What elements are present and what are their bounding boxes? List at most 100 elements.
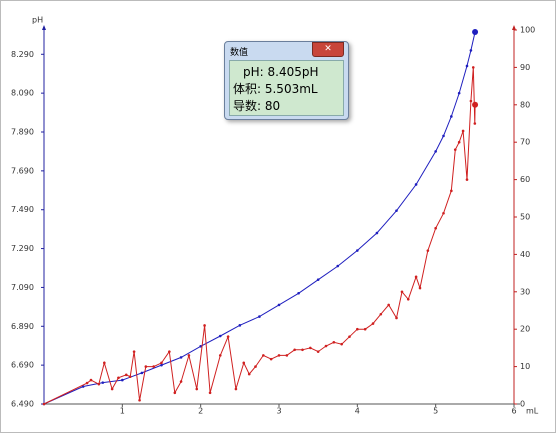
data-point	[471, 66, 475, 69]
data-point	[395, 316, 398, 320]
y2-tick-label: 10	[520, 362, 530, 371]
data-point	[140, 371, 144, 375]
data-point	[301, 348, 304, 352]
value-dialog[interactable]: 数值 ✕ pH: 8.405pH 体积: 5.503mL 导数: 80	[224, 41, 349, 120]
y2-tick-label: 80	[520, 100, 530, 109]
data-point	[297, 291, 300, 295]
data-point	[85, 381, 89, 385]
data-point	[277, 303, 281, 307]
data-point	[199, 344, 202, 348]
data-point	[414, 183, 418, 186]
data-point	[309, 346, 312, 350]
data-point	[258, 315, 261, 318]
data-point	[238, 324, 242, 327]
data-point	[187, 354, 191, 357]
data-point	[363, 327, 367, 331]
y-tick-label: 7.090	[11, 283, 34, 292]
data-point	[375, 231, 379, 235]
data-point	[316, 278, 320, 281]
data-point	[450, 189, 453, 193]
data-point	[406, 297, 410, 301]
data-point	[461, 129, 465, 133]
data-point	[426, 249, 430, 252]
y-tick-label: 7.690	[11, 166, 34, 175]
y2-tick-label: 60	[520, 175, 530, 184]
x-tick-label: 3	[276, 407, 281, 416]
dialog-body: pH: 8.405pH 体积: 5.503mL 导数: 80	[229, 60, 344, 116]
data-point	[101, 381, 105, 384]
data-point	[254, 365, 257, 368]
x-tick-label: 2	[198, 407, 203, 416]
x-tick-label: 5	[433, 407, 438, 416]
y-tick-label: 6.490	[11, 400, 34, 409]
data-point	[218, 334, 222, 338]
data-point	[356, 327, 359, 331]
y-axis-label: pH	[32, 16, 43, 25]
y-tick-label: 7.890	[11, 128, 34, 137]
data-point	[234, 387, 238, 391]
data-point	[168, 350, 171, 353]
data-point	[434, 226, 437, 230]
data-point	[138, 398, 141, 402]
y2-tick-label: 0	[520, 400, 525, 409]
data-point	[414, 275, 418, 279]
data-point	[110, 387, 114, 391]
data-point	[218, 354, 222, 357]
data-point	[285, 354, 289, 357]
data-point	[144, 365, 148, 368]
data-point	[472, 28, 479, 35]
y-tick-label: 6.890	[11, 322, 34, 331]
y2-tick-label: 30	[520, 287, 530, 296]
data-point	[356, 249, 359, 252]
data-point	[418, 286, 422, 290]
data-point	[395, 209, 398, 212]
y-tick-label: 7.490	[11, 205, 34, 214]
y2-tick-label: 100	[520, 26, 535, 35]
data-point	[348, 335, 351, 338]
data-point	[277, 354, 281, 357]
data-point	[316, 350, 320, 353]
data-point	[465, 64, 469, 68]
data-point	[371, 322, 375, 325]
data-point	[124, 373, 128, 377]
y2-tick-label: 50	[520, 213, 530, 222]
y-tick-label: 6.690	[11, 361, 34, 370]
data-point	[457, 140, 461, 144]
x-axis-label: mL	[526, 407, 539, 416]
data-point	[132, 350, 136, 353]
data-point	[473, 122, 477, 125]
data-point	[387, 303, 390, 307]
data-point	[324, 344, 328, 348]
data-point	[242, 361, 246, 365]
data-point	[469, 49, 473, 52]
dialog-title: 数值	[230, 48, 249, 58]
data-point	[179, 380, 183, 383]
data-point	[457, 91, 461, 95]
data-point	[434, 150, 437, 153]
data-point	[179, 356, 183, 359]
data-point	[103, 361, 106, 365]
data-point	[262, 354, 265, 357]
data-point	[269, 357, 273, 361]
data-point	[203, 324, 206, 327]
y2-tick-label: 40	[520, 250, 530, 259]
data-point	[450, 115, 453, 118]
data-point	[469, 99, 473, 103]
data-point	[128, 375, 132, 378]
close-button[interactable]: ✕	[312, 42, 344, 57]
data-point	[465, 178, 469, 181]
data-point	[160, 363, 163, 367]
x-tick-label: 1	[120, 407, 125, 416]
dialog-line: pH: 8.405pH	[243, 65, 319, 79]
data-point	[472, 101, 479, 108]
y2-tick-label: 70	[520, 138, 530, 147]
y-tick-label: 8.290	[11, 50, 34, 59]
data-point	[400, 290, 404, 294]
data-point	[453, 148, 457, 151]
data-point	[208, 391, 212, 395]
data-point	[97, 382, 101, 386]
data-point	[332, 340, 336, 344]
data-point	[173, 391, 177, 395]
